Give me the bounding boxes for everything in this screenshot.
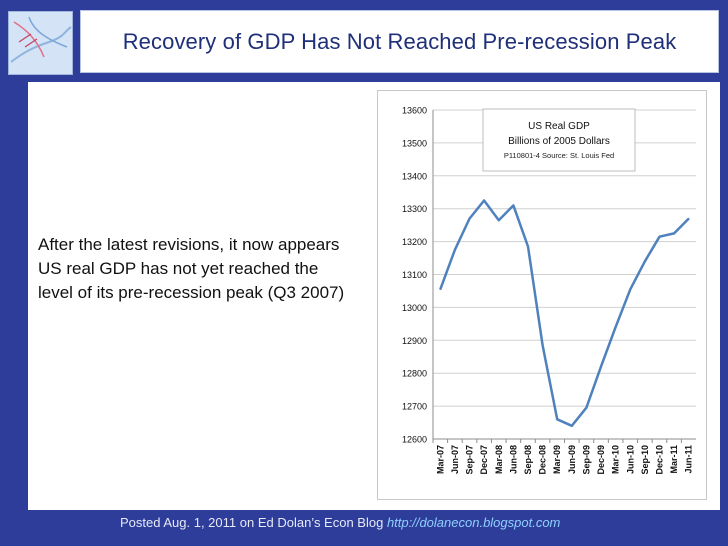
y-tick-label: 13100 — [402, 270, 427, 280]
footer: Posted Aug. 1, 2011 on Ed Dolan’s Econ B… — [120, 515, 560, 530]
y-tick-label: 13500 — [402, 138, 427, 148]
data-point — [644, 260, 646, 263]
x-tick-label: Dec-07 — [479, 445, 489, 475]
x-tick-label: Sep-09 — [581, 445, 591, 475]
x-tick-label: Mar-10 — [611, 445, 621, 474]
data-point — [600, 365, 602, 368]
y-tick-label: 13400 — [402, 171, 427, 181]
data-point — [687, 217, 690, 220]
data-point — [629, 288, 632, 291]
data-point — [673, 232, 675, 235]
page-title: Recovery of GDP Has Not Reached Pre-rece… — [122, 28, 677, 54]
x-tick-label: Jun-08 — [508, 445, 518, 474]
y-tick-label: 13200 — [402, 237, 427, 247]
data-point — [541, 344, 544, 347]
footer-text: Posted Aug. 1, 2011 on Ed Dolan’s Econ B… — [120, 515, 387, 530]
x-tick-label: Sep-07 — [465, 445, 475, 475]
x-tick-label: Mar-09 — [552, 445, 562, 474]
logo-graphic — [9, 12, 72, 74]
x-tick-label: Dec-10 — [654, 445, 664, 475]
gdp-line-chart: 12600 12700 12800 12900 13000 13100 13200 13300… — [402, 106, 696, 475]
chart-title-box — [482, 108, 636, 172]
y-tick-label: 13300 — [402, 204, 427, 214]
data-point — [658, 235, 661, 238]
data-point — [468, 217, 471, 220]
chart-source-note: P110801-4 Source: St. Louis Fed — [504, 151, 614, 160]
x-tick-label: Jun-09 — [567, 445, 577, 474]
x-tick-label: Jun-07 — [450, 445, 460, 474]
data-point — [439, 288, 442, 291]
x-tick-label: Sep-10 — [640, 445, 650, 475]
chart-title: US Real GDP — [528, 121, 590, 132]
body-text: After the latest revisions, it now appea… — [38, 235, 345, 302]
y-tick-label: 12800 — [402, 369, 427, 379]
data-point — [614, 326, 617, 328]
data-point — [585, 406, 588, 409]
chart-subtitle: Billions of 2005 Dollars — [508, 136, 610, 147]
gdp-series-line — [439, 199, 690, 428]
footer-link[interactable]: http://dolanecon.blogspot.com — [386, 515, 561, 530]
data-point — [454, 249, 456, 251]
x-tick-label: Dec-08 — [538, 445, 548, 475]
y-tick-label: 12700 — [402, 402, 427, 412]
title-bar: Recovery of GDP Has Not Reached Pre-rece… — [80, 10, 719, 73]
x-tick-label: Jun-11 — [684, 445, 694, 474]
data-point — [512, 204, 515, 207]
x-tick-label: Mar-07 — [435, 445, 445, 474]
chart-container: 12600 12700 12800 12900 13000 13100 13200 13300… — [377, 90, 707, 500]
logo — [8, 11, 73, 75]
y-tick-label: 13000 — [402, 303, 427, 313]
x-tick-label: Jun-10 — [625, 445, 635, 474]
x-tick-label: Mar-11 — [669, 445, 679, 474]
y-tick-label: 12900 — [402, 336, 427, 346]
data-point — [527, 245, 529, 248]
data-point — [483, 199, 485, 202]
data-point — [571, 425, 573, 427]
y-tick-label: 13600 — [402, 106, 427, 116]
y-tick-label: 12600 — [402, 435, 427, 445]
x-tick-label: Sep-08 — [523, 445, 533, 475]
x-tick-label: Dec-09 — [596, 445, 606, 475]
data-point — [556, 418, 558, 421]
x-tick-label: Mar-08 — [494, 445, 504, 474]
data-point — [497, 219, 500, 222]
